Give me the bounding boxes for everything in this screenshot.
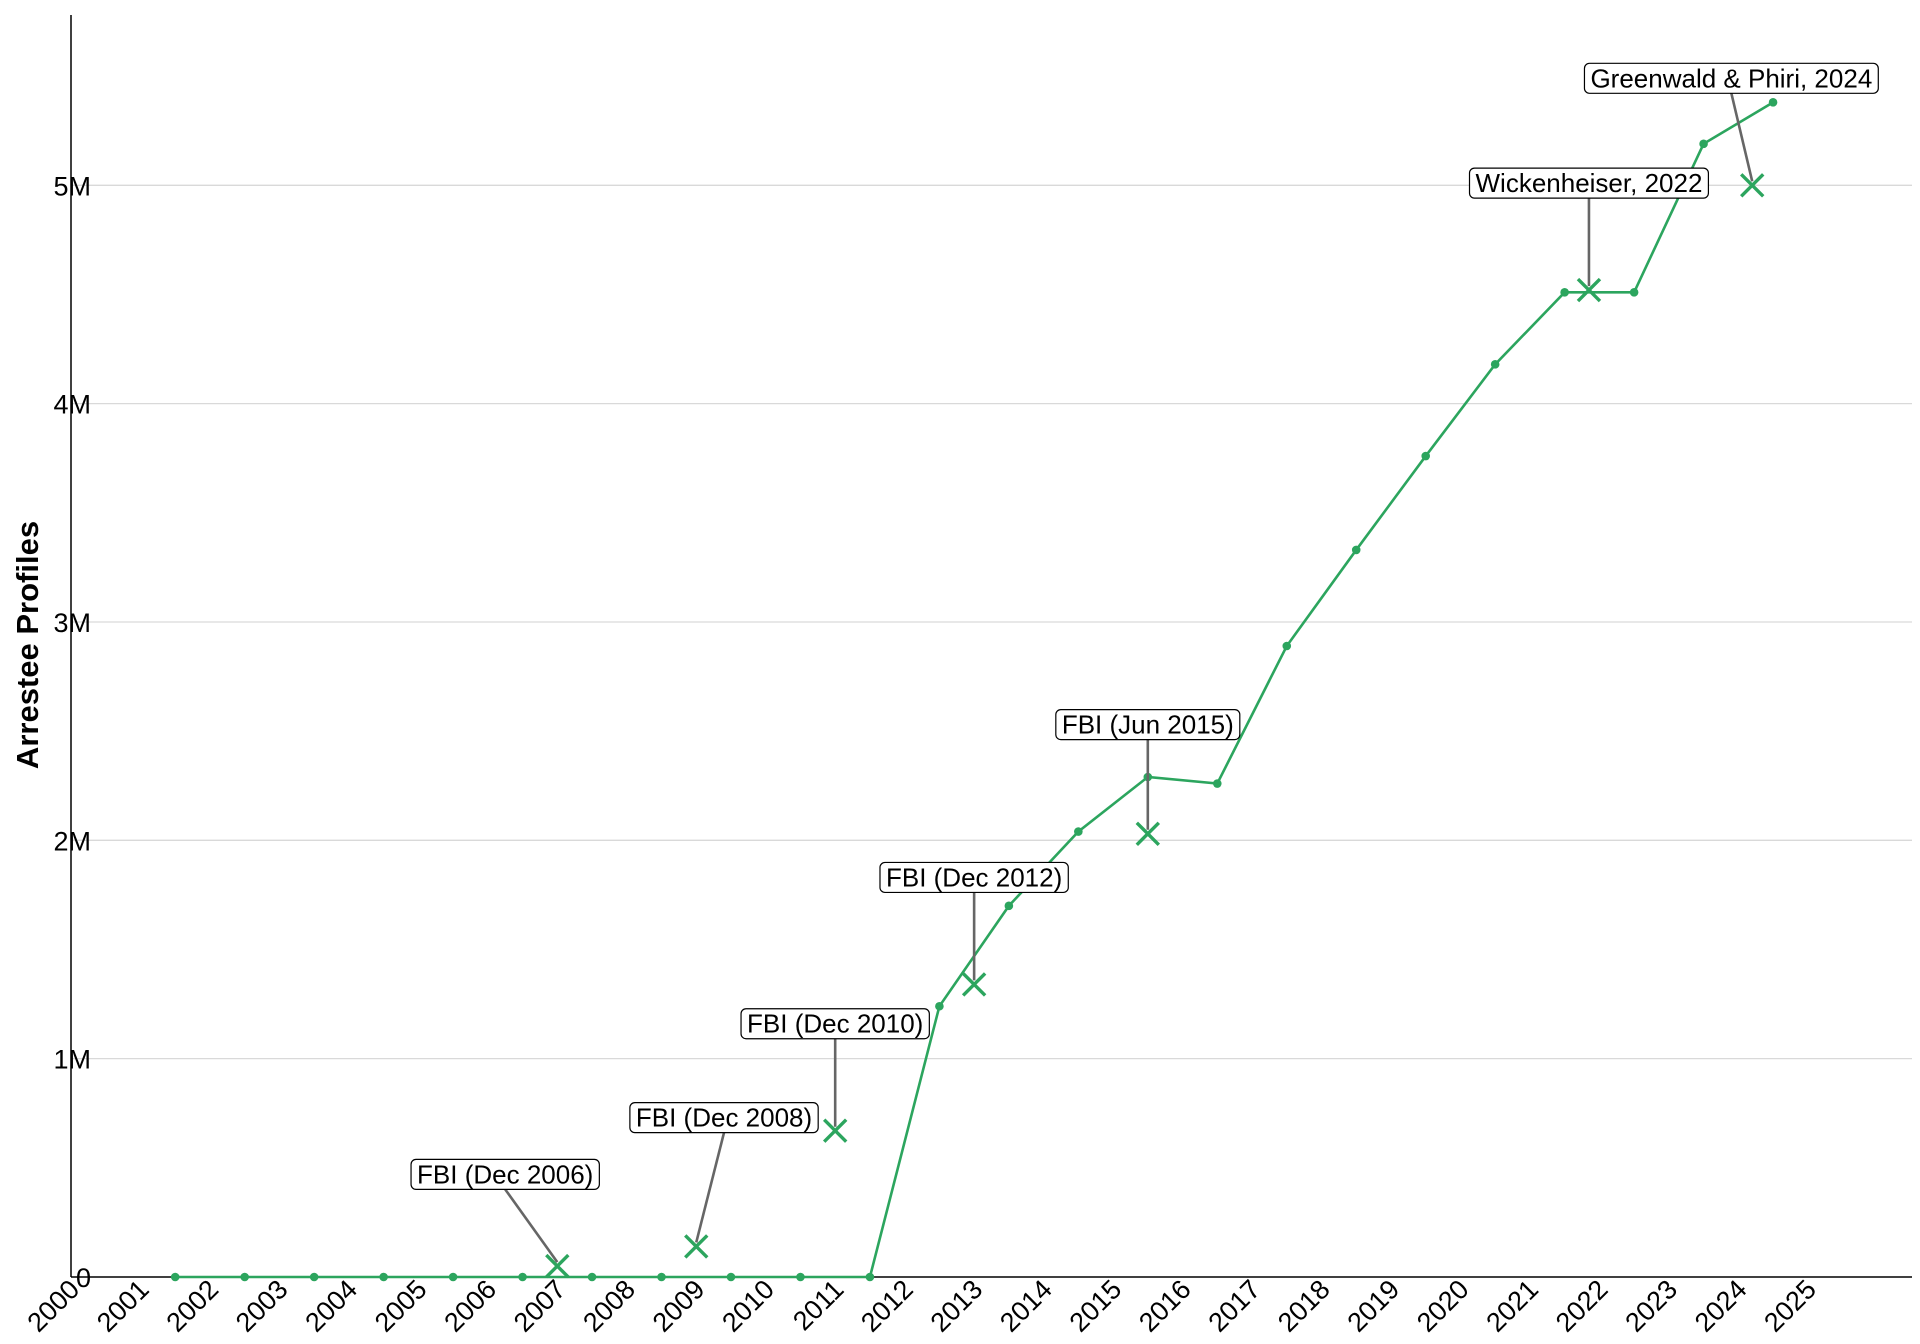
annotations: FBI (Dec 2006) FBI (Dec 2008) FBI (Dec 201… <box>410 62 1879 1279</box>
annotation-box <box>1055 709 1241 741</box>
data-point <box>240 1272 249 1282</box>
y-axis-label: Arrestee Profiles <box>10 521 45 769</box>
x-tick-label: 2022 <box>1550 1274 1614 1338</box>
annotation-box <box>629 1102 819 1134</box>
annotation-label: FBI (Dec 2008) <box>636 1103 812 1133</box>
x-tick-label: 2024 <box>1689 1274 1753 1338</box>
data-point <box>796 1272 805 1282</box>
data-point <box>1004 901 1014 911</box>
annotation-box <box>1468 167 1710 199</box>
x-tick-label: 2007 <box>508 1274 572 1338</box>
annotation-label: FBI (Dec 2012) <box>886 862 1062 892</box>
x-tick-label: 2001 <box>91 1274 155 1338</box>
annotation-label: Greenwald & Phiri, 2024 <box>1590 63 1872 93</box>
data-point <box>170 1272 180 1282</box>
x-tick-label: 2014 <box>994 1274 1058 1338</box>
annotation-x-marker <box>1135 821 1161 846</box>
y-tick-label: 4M <box>53 390 91 420</box>
x-tick-label: 2013 <box>925 1274 989 1338</box>
x-tick-label: 2002 <box>160 1274 224 1338</box>
annotation-leader <box>1730 93 1754 182</box>
y-tick-label: 0 <box>76 1263 91 1293</box>
data-point <box>518 1272 527 1282</box>
annotation-label: FBI (Dec 2010) <box>747 1009 923 1039</box>
annotation: FBI (Dec 2006) <box>410 1158 600 1279</box>
y-tick-label: 2M <box>53 826 91 856</box>
data-point <box>1699 139 1708 149</box>
data-point <box>1282 641 1292 651</box>
annotation-label: FBI (Dec 2006) <box>417 1159 593 1189</box>
annotation-leader <box>504 1188 559 1263</box>
annotation-label: Wickenheiser, 2022 <box>1476 168 1703 198</box>
x-tick-label: 2021 <box>1480 1274 1544 1338</box>
x-tick-label: 2010 <box>716 1274 780 1338</box>
gridlines <box>71 184 1912 1060</box>
x-tick-label: 2011 <box>787 1274 849 1336</box>
annotation: Wickenheiser, 2022 <box>1468 167 1710 303</box>
data-point <box>935 1001 944 1011</box>
y-tick-label: 3M <box>53 608 91 638</box>
x-tick-label: 2019 <box>1342 1274 1406 1338</box>
annotation-x-marker <box>961 972 987 997</box>
x-tick-label: 2006 <box>438 1274 502 1338</box>
annotation-box <box>879 861 1069 894</box>
x-tick-label: 2023 <box>1619 1274 1683 1338</box>
x-tick-label: 2017 <box>1203 1274 1267 1338</box>
data-point <box>1629 287 1639 297</box>
annotation-x-marker <box>822 1118 848 1143</box>
annotation-box <box>740 1008 930 1040</box>
y-tick-label: 5M <box>53 171 91 201</box>
x-tick-label: 2003 <box>230 1274 294 1338</box>
data-point <box>1351 545 1361 555</box>
x-tick-label: 2018 <box>1272 1274 1336 1338</box>
annotation-box <box>1583 62 1879 94</box>
data-point <box>1490 360 1500 369</box>
x-tick-label: 2016 <box>1133 1274 1197 1338</box>
data-point <box>379 1272 388 1282</box>
data-point <box>1074 827 1083 836</box>
x-tick-label: 2015 <box>1064 1274 1128 1338</box>
annotation-box <box>410 1158 600 1190</box>
x-tick-label: 2020 <box>1411 1274 1475 1338</box>
annotation-label: FBI (Jun 2015) <box>1062 710 1234 740</box>
x-tick-label: 2009 <box>647 1274 711 1338</box>
data-point <box>657 1272 666 1282</box>
x-tick-label: 2005 <box>369 1274 433 1338</box>
x-tick-label: 2025 <box>1758 1274 1822 1338</box>
data-point <box>1421 451 1430 461</box>
annotation: FBI (Dec 2010) <box>740 1008 930 1143</box>
series-line <box>175 101 1774 1279</box>
data-point <box>448 1272 458 1282</box>
x-tick-label: 2008 <box>577 1274 641 1338</box>
x-tick-label: 2012 <box>855 1274 919 1338</box>
annotation-x-marker <box>1576 277 1602 303</box>
data-point <box>587 1272 597 1282</box>
data-point <box>309 1272 319 1282</box>
annotation-x-marker <box>1740 173 1765 198</box>
annotation-x-marker <box>684 1234 709 1259</box>
data-point <box>1768 98 1778 107</box>
annotation: Greenwald & Phiri, 2024 <box>1583 62 1879 198</box>
annotation-leader <box>694 1132 726 1243</box>
data-point <box>1560 287 1569 297</box>
data-point <box>1212 779 1222 788</box>
x-tick-label: 2004 <box>299 1274 363 1338</box>
series <box>170 98 1778 1282</box>
annotation: FBI (Dec 2008) <box>629 1102 819 1259</box>
annotation: FBI (Dec 2012) <box>879 861 1069 997</box>
annotation: FBI (Jun 2015) <box>1055 709 1241 846</box>
axes <box>70 15 1912 1278</box>
annotation-x-marker <box>545 1253 570 1279</box>
data-point <box>726 1272 736 1282</box>
y-tick-label: 1M <box>53 1045 91 1075</box>
data-point <box>865 1272 875 1282</box>
